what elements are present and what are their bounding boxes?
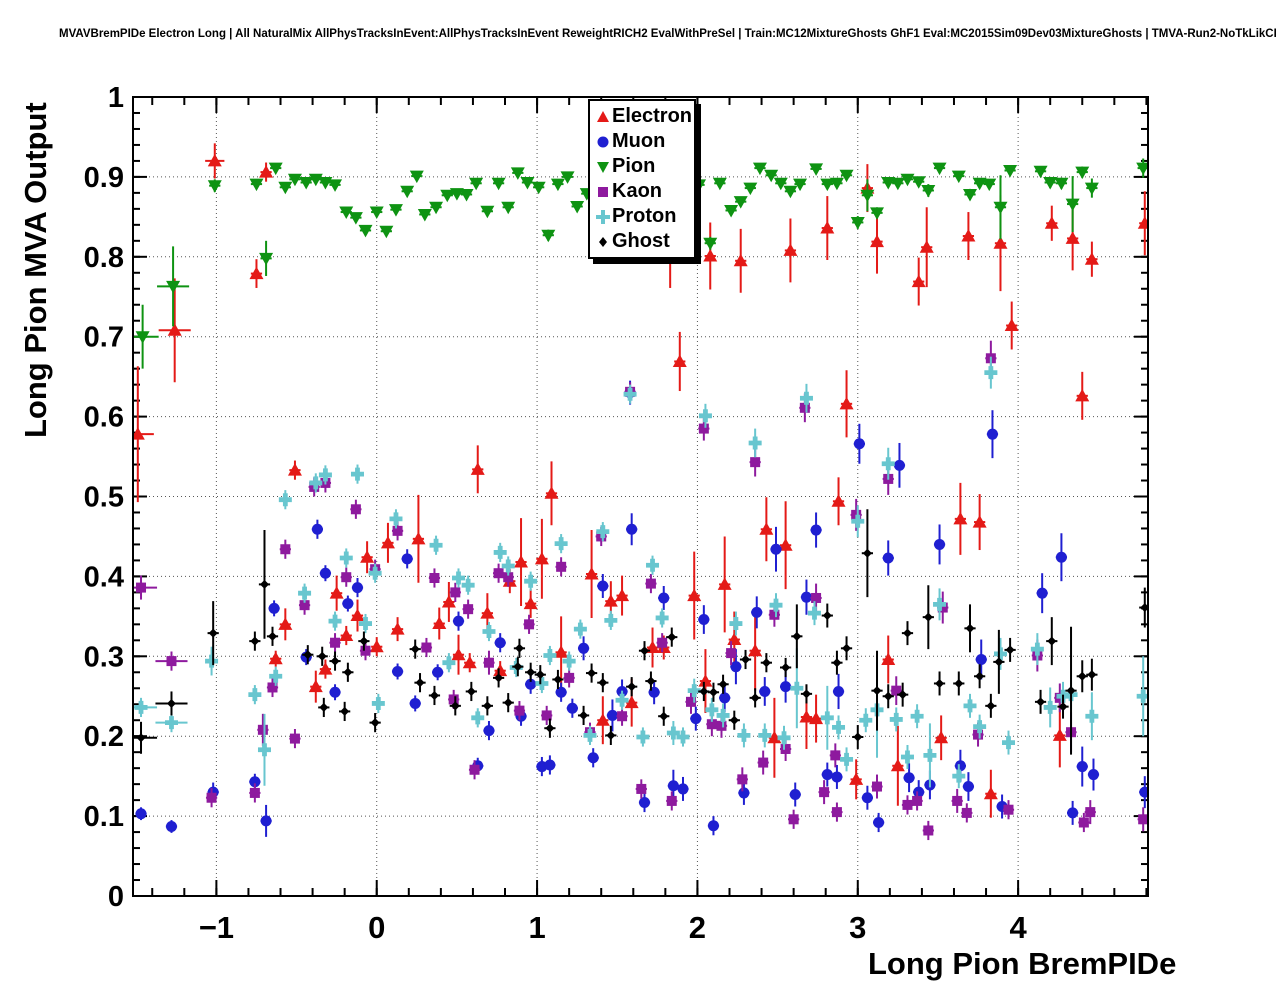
y-tick-labels: 0 0.1 0.2 0.3 0.4 0.5 0.6 0.7 0.8 0.9 1 xyxy=(84,82,124,913)
series-ghost xyxy=(133,509,1148,755)
legend-entry-electron: Electron xyxy=(594,104,694,129)
muon-circle-icon xyxy=(594,133,612,151)
proton-cross-icon xyxy=(594,208,612,226)
y-tick-label: 0.3 xyxy=(84,641,124,673)
plot-frame xyxy=(132,96,1149,897)
pion-triangle-down-icon xyxy=(594,158,612,176)
legend-label: Pion xyxy=(612,155,656,177)
series-muon xyxy=(135,380,1148,837)
x-tick-label: 0 xyxy=(368,910,385,945)
series-proton xyxy=(133,356,1148,789)
y-tick-label: 0.4 xyxy=(84,561,124,593)
y-tick-label: 0 xyxy=(108,881,124,913)
y-tick-label: 0.8 xyxy=(84,242,124,274)
series-kaon xyxy=(133,340,1148,841)
y-tick-label: 0.2 xyxy=(84,721,124,753)
x-tick-label: 1 xyxy=(528,910,545,945)
y-tick-label: 0.5 xyxy=(84,482,124,514)
legend-box: Electron Muon Pion Kaon Proton Ghost xyxy=(588,99,696,259)
legend-label: Proton xyxy=(612,205,677,227)
y-tick-label: 1 xyxy=(108,82,124,114)
y-tick-label: 0.1 xyxy=(84,801,124,833)
legend-label: Ghost xyxy=(612,230,670,252)
legend-entry-pion: Pion xyxy=(594,154,694,179)
kaon-square-icon xyxy=(594,183,612,201)
electron-triangle-icon xyxy=(594,108,612,126)
x-axis-title: Long Pion BremPIDe xyxy=(868,946,1177,981)
ghost-diamond-icon xyxy=(594,233,612,251)
x-tick-label: 3 xyxy=(849,910,866,945)
x-tick-label: −1 xyxy=(199,910,234,945)
x-tick-labels: −1 0 1 2 3 4 xyxy=(199,910,1028,945)
y-tick-label: 0.6 xyxy=(84,402,124,434)
legend-entry-muon: Muon xyxy=(594,129,694,154)
legend-label: Electron xyxy=(612,105,693,127)
x-tick-label: 2 xyxy=(689,910,706,945)
legend-label: Kaon xyxy=(612,180,662,202)
plot-title: MVAVBremPIDe Electron Long | All Natural… xyxy=(59,28,1276,40)
legend-entry-proton: Proton xyxy=(594,204,694,229)
series-pion xyxy=(133,158,1148,369)
x-tick-label: 4 xyxy=(1009,910,1027,945)
y-tick-label: 0.7 xyxy=(84,322,124,354)
legend-entry-ghost: Ghost xyxy=(594,229,694,254)
legend-label: Muon xyxy=(612,130,666,152)
y-tick-label: 0.9 xyxy=(84,162,124,194)
legend-entry-kaon: Kaon xyxy=(594,179,694,204)
